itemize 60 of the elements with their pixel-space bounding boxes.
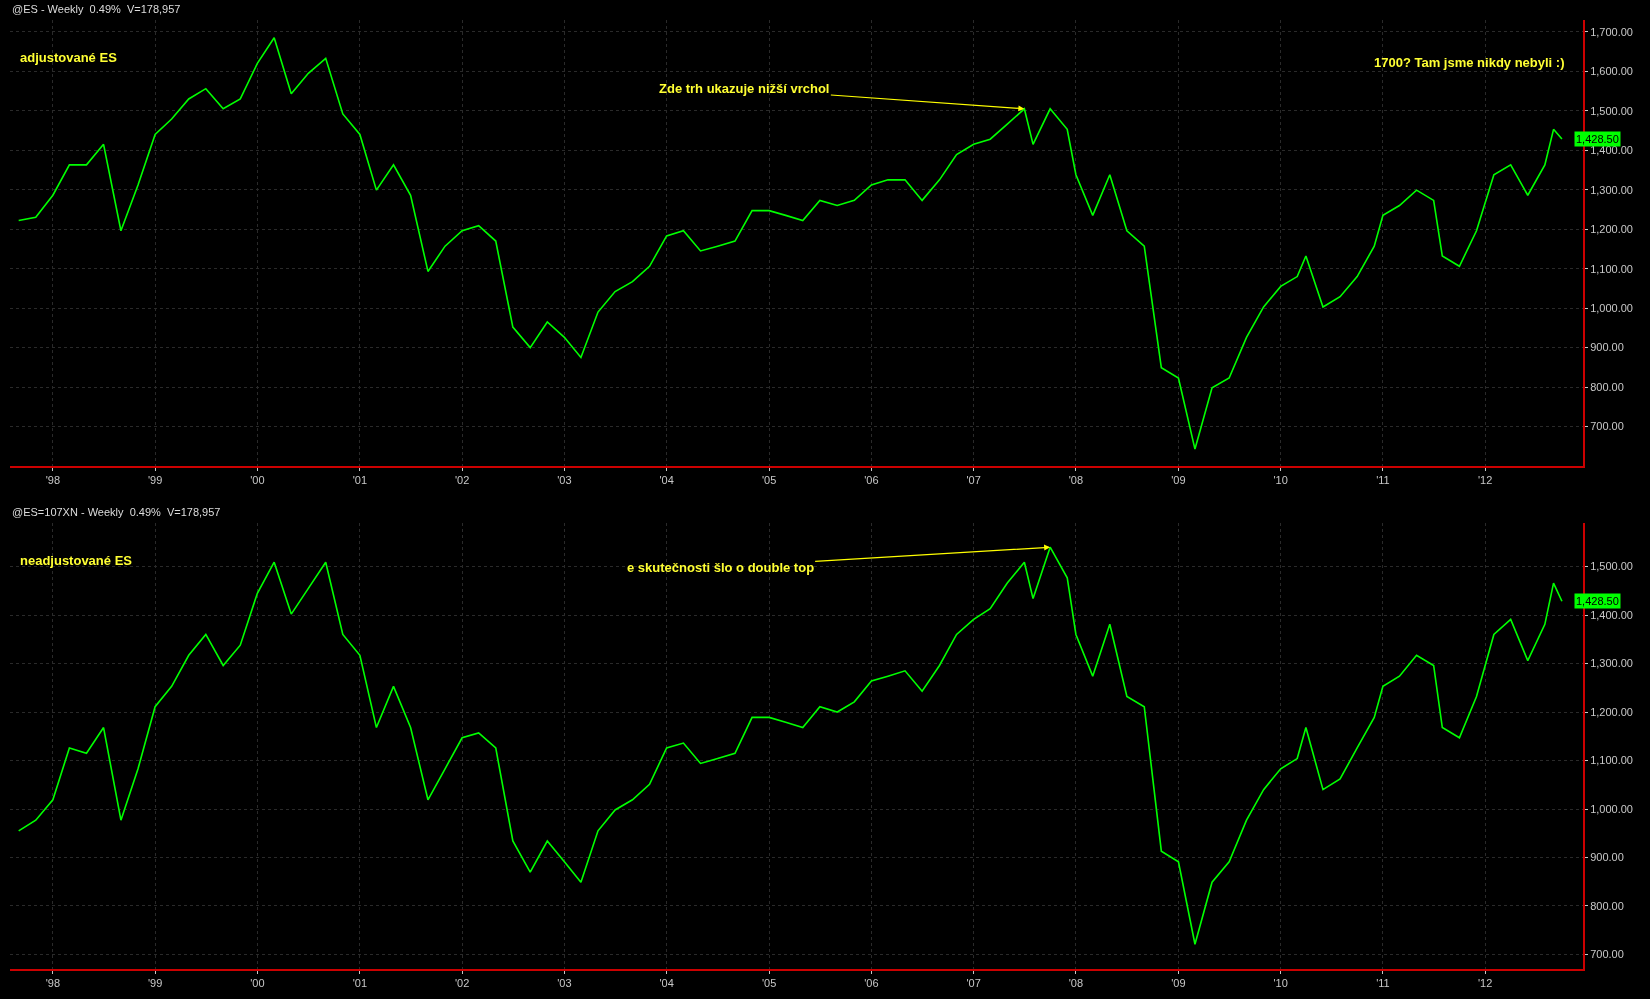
x-tick-label: '00	[250, 474, 265, 487]
x-tick-label: '99	[147, 977, 163, 990]
y-tick-label: 700.00	[1590, 948, 1624, 961]
annotation: Zde trh ukazuje nižší vrchol	[659, 81, 830, 96]
x-tick-label: '03	[557, 977, 572, 990]
x-tick-label: '00	[250, 977, 265, 990]
x-tick-label: '08	[1068, 474, 1084, 487]
y-tick-label: 1,100.00	[1590, 262, 1633, 275]
x-tick-label: '11	[1376, 977, 1390, 990]
x-tick-label: '05	[761, 474, 777, 487]
x-tick-label: '98	[45, 474, 61, 487]
x-tick-label: '09	[1171, 977, 1186, 990]
annotation: 1700? Tam jsme nikdy nebyli :)	[1374, 55, 1565, 70]
y-tick-label: 1,700.00	[1590, 25, 1633, 38]
x-tick-label: '03	[557, 474, 572, 487]
y-tick-label: 1,400.00	[1590, 608, 1633, 621]
x-tick-label: '11	[1376, 474, 1390, 487]
x-tick-label: '07	[966, 977, 981, 990]
annotation: e skutečnosti šlo o double top	[627, 560, 815, 575]
x-tick-label: '01	[352, 474, 368, 487]
chart-subtitle: @ES - Weekly 0.49% V=178,957	[12, 3, 181, 15]
y-tick-label: 1,500.00	[1590, 104, 1633, 117]
y-tick-label: 1,200.00	[1590, 223, 1633, 236]
y-tick-label: 1,400.00	[1590, 144, 1633, 157]
y-tick-label: 800.00	[1590, 380, 1624, 393]
y-tick-label: 1,000.00	[1590, 802, 1633, 815]
y-tick-label: 900.00	[1590, 851, 1624, 864]
x-tick-label: '99	[147, 474, 163, 487]
y-tick-label: 900.00	[1590, 341, 1624, 354]
x-tick-label: '10	[1273, 977, 1288, 990]
y-tick-label: 800.00	[1590, 899, 1624, 912]
x-tick-label: '05	[761, 977, 777, 990]
annotation: 1,428.50	[1576, 595, 1619, 607]
x-tick-label: '01	[352, 977, 368, 990]
x-tick-label: '08	[1068, 977, 1084, 990]
x-tick-label: '09	[1171, 474, 1186, 487]
x-tick-label: '04	[659, 474, 674, 487]
x-tick-label: '02	[454, 977, 470, 990]
x-tick-label: '07	[966, 474, 981, 487]
y-tick-label: 1,100.00	[1590, 754, 1633, 767]
text: adjustované ES	[20, 50, 118, 65]
y-tick-label: 700.00	[1590, 420, 1624, 433]
y-tick-label: 1,500.00	[1590, 560, 1633, 573]
x-tick-label: '98	[45, 977, 61, 990]
x-tick-label: '12	[1478, 474, 1493, 487]
chart-subtitle: @ES=107XN - Weekly 0.49% V=178,957	[12, 506, 221, 518]
text: neadjustované ES	[20, 553, 133, 568]
x-tick-label: '06	[864, 474, 879, 487]
x-tick-label: '04	[659, 977, 674, 990]
annotation: 1,428.50	[1576, 133, 1619, 145]
x-tick-label: '02	[454, 474, 470, 487]
y-tick-label: 1,200.00	[1590, 705, 1633, 718]
y-tick-label: 1,000.00	[1590, 301, 1633, 314]
x-tick-label: '06	[864, 977, 879, 990]
x-tick-label: '10	[1273, 474, 1288, 487]
y-tick-label: 1,600.00	[1590, 65, 1633, 78]
x-tick-label: '12	[1478, 977, 1493, 990]
y-tick-label: 1,300.00	[1590, 183, 1633, 196]
line-series	[17, 36, 1563, 450]
y-tick-label: 1,300.00	[1590, 657, 1633, 670]
